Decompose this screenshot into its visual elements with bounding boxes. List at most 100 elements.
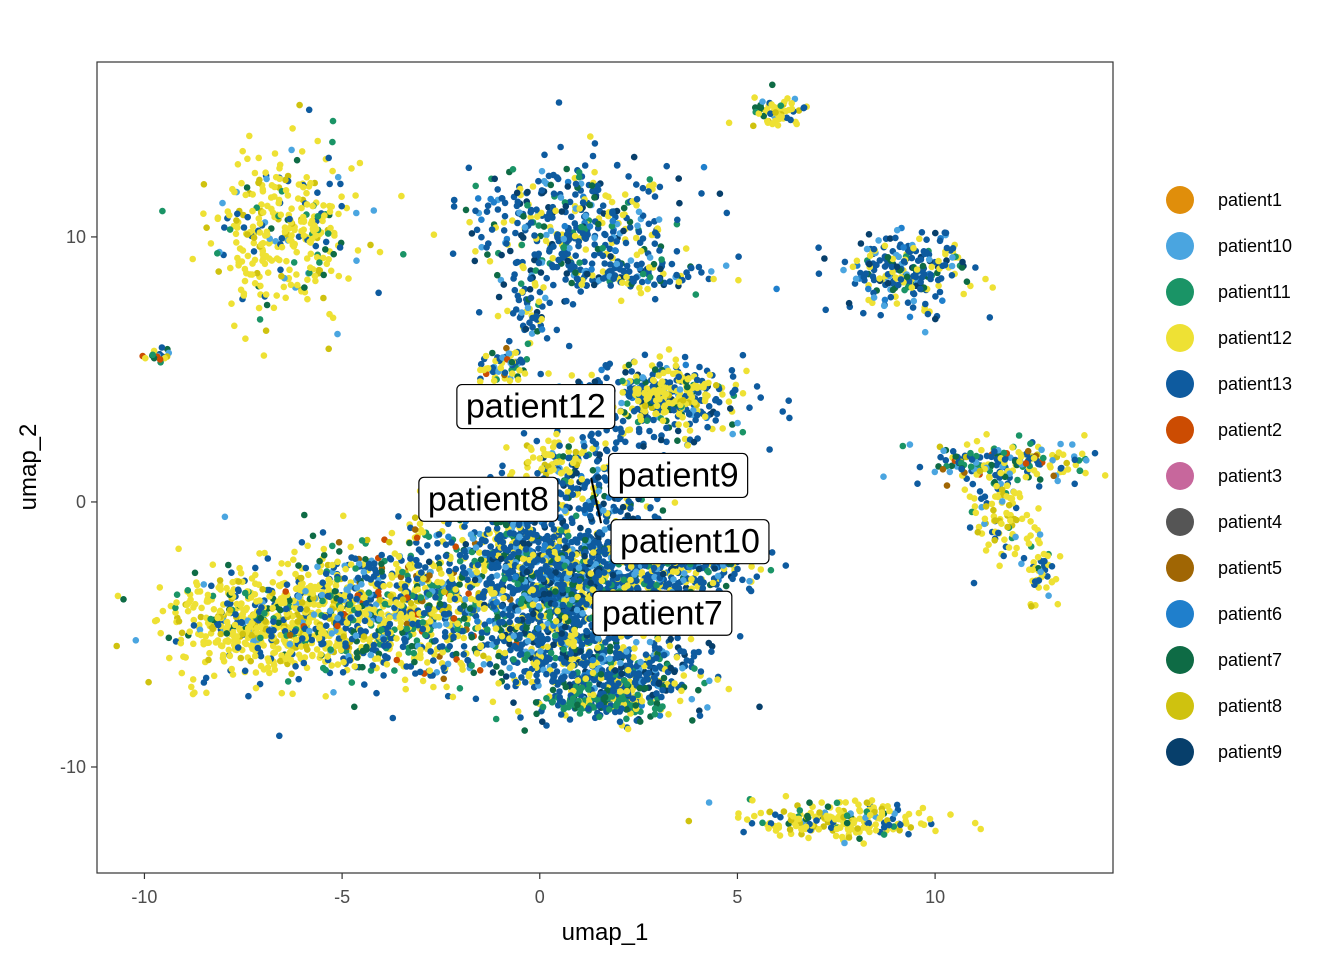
data-point	[473, 226, 481, 234]
data-point	[759, 819, 766, 827]
data-point	[401, 583, 409, 590]
data-point	[527, 267, 535, 274]
data-point	[639, 212, 647, 219]
data-point	[995, 529, 1002, 537]
data-point	[336, 548, 343, 555]
data-point	[289, 125, 296, 132]
data-point	[896, 827, 903, 834]
data-point	[232, 230, 240, 238]
data-point	[524, 340, 532, 348]
data-point	[900, 244, 907, 251]
data-point	[303, 201, 311, 208]
data-point	[986, 474, 993, 481]
data-point	[653, 402, 661, 410]
data-point	[545, 437, 552, 445]
data-point	[329, 542, 336, 550]
data-point	[547, 467, 554, 475]
data-point	[806, 799, 813, 806]
data-point	[813, 817, 820, 824]
data-point	[322, 693, 330, 700]
data-point	[1040, 550, 1048, 558]
data-point	[172, 604, 179, 612]
data-point	[564, 257, 572, 265]
data-point	[873, 261, 880, 269]
data-point	[786, 826, 794, 833]
data-point	[970, 579, 978, 587]
data-point	[725, 119, 733, 127]
data-point	[407, 565, 415, 572]
data-point	[377, 610, 385, 617]
data-point	[532, 267, 540, 274]
data-point	[666, 278, 674, 285]
data-point	[743, 816, 751, 823]
data-point	[576, 259, 583, 267]
data-point	[522, 325, 530, 333]
data-point	[293, 271, 300, 278]
data-point	[327, 267, 335, 275]
data-point	[156, 356, 164, 363]
data-point	[173, 591, 181, 598]
data-point	[681, 435, 689, 443]
data-point	[1020, 554, 1028, 562]
data-point	[408, 611, 416, 618]
data-point	[780, 808, 788, 815]
data-point	[656, 183, 664, 191]
data-point	[757, 394, 764, 401]
data-point	[292, 570, 299, 578]
data-point	[159, 607, 167, 615]
data-point	[1030, 454, 1038, 462]
data-point	[424, 542, 431, 549]
data-point	[893, 263, 901, 271]
data-point	[442, 611, 449, 618]
data-point	[1054, 600, 1062, 608]
data-point	[734, 814, 742, 821]
data-point	[456, 581, 463, 588]
data-point	[439, 648, 447, 656]
data-point	[675, 373, 682, 381]
data-point	[589, 152, 597, 160]
data-point	[683, 269, 690, 276]
data-point	[269, 579, 277, 586]
data-point	[477, 360, 485, 368]
data-point	[298, 643, 305, 650]
data-point	[513, 202, 521, 210]
data-point	[320, 551, 328, 559]
data-point	[250, 234, 258, 241]
data-point	[695, 263, 703, 271]
data-point	[257, 282, 264, 290]
data-point	[290, 259, 298, 266]
data-point	[842, 799, 849, 806]
data-point	[572, 180, 580, 188]
data-point	[565, 342, 573, 350]
data-point	[1017, 453, 1025, 460]
data-point	[999, 498, 1006, 505]
data-point	[1069, 441, 1076, 448]
data-point	[214, 215, 222, 223]
data-point	[595, 474, 602, 481]
data-point	[942, 457, 950, 464]
data-point	[298, 148, 306, 155]
data-point	[631, 358, 638, 366]
data-point	[637, 247, 645, 255]
data-point	[226, 211, 233, 219]
data-point	[541, 151, 548, 159]
data-point	[366, 606, 374, 613]
data-point	[508, 370, 516, 377]
data-point	[346, 601, 354, 608]
data-point	[767, 110, 774, 117]
data-point	[258, 604, 265, 611]
data-point	[267, 194, 275, 201]
data-point	[948, 262, 956, 270]
data-point	[298, 599, 306, 606]
data-point	[196, 588, 204, 595]
data-point	[308, 636, 316, 644]
data-point	[443, 620, 450, 628]
data-point	[288, 205, 295, 212]
data-point	[579, 199, 587, 206]
data-point	[663, 438, 670, 446]
data-point	[288, 146, 295, 154]
data-point	[906, 441, 914, 448]
data-point	[571, 232, 579, 240]
data-point	[184, 607, 192, 615]
data-point	[362, 611, 370, 618]
